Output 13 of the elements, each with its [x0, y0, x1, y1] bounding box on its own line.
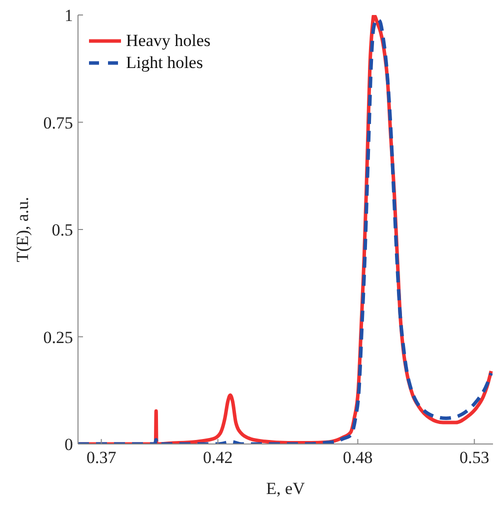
y-tick-label: 0.75 — [43, 113, 73, 132]
x-tick-label: 0.37 — [86, 448, 117, 468]
x-axis-title: E, eV — [266, 479, 306, 498]
y-tick-label: 0.5 — [52, 220, 73, 240]
x-tick-label: 0.48 — [342, 448, 373, 468]
legend-label: Heavy holes — [126, 30, 211, 52]
x-tick-label: 0.53 — [459, 448, 490, 468]
legend-label: Light holes — [126, 52, 203, 74]
x-tick-label: 0.42 — [203, 448, 233, 468]
y-tick-label: 1 — [64, 6, 73, 26]
y-tick-label: 0.25 — [43, 328, 73, 347]
y-axis-title: T(E), a.u. — [13, 196, 32, 262]
y-tick-label: 0 — [64, 435, 73, 454]
